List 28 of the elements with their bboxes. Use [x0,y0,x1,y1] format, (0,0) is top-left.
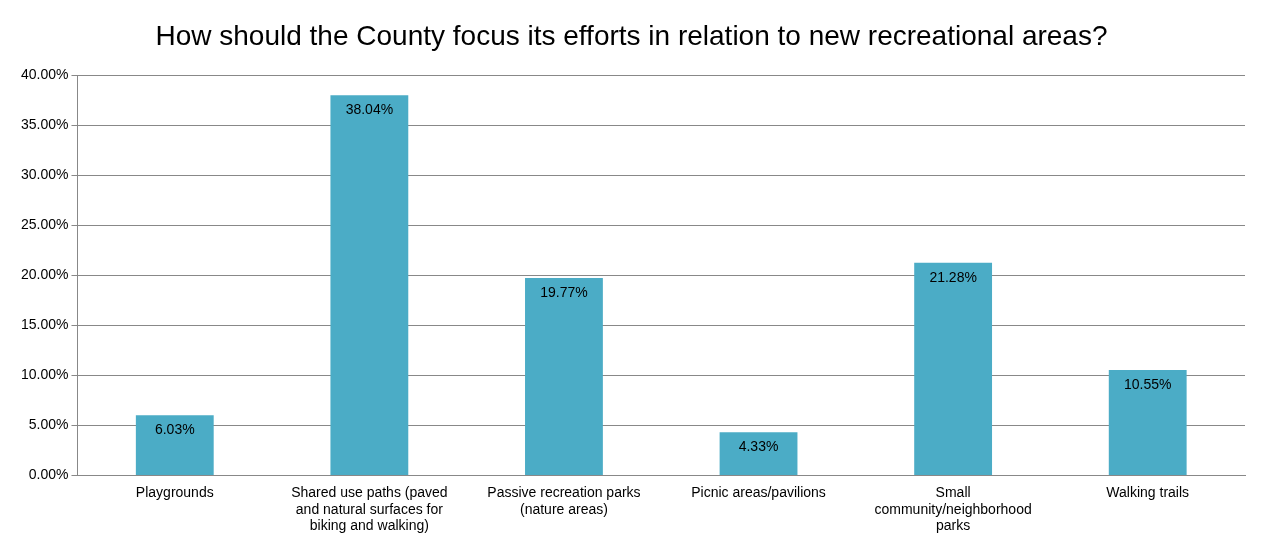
y-tick-label: 25.00% [21,216,69,233]
y-tick-label: 30.00% [21,166,69,183]
y-tick-label: 15.00% [21,316,69,333]
y-tick-label: 35.00% [21,116,69,133]
y-tick-label: 5.00% [28,416,69,433]
x-tick-label: Playgrounds [135,483,214,500]
data-label: 10.55% [1123,375,1172,392]
x-tick-label: Passive recreation parks (nature areas) [487,483,641,517]
bar [135,415,214,476]
y-tick-label: 20.00% [21,266,69,283]
chart-title: How should the County focus its efforts in relation to new recreational areas? [155,19,1108,51]
x-tick-label: Small community/neighborhood parks [874,483,1032,534]
data-label: 6.03% [154,421,195,438]
bar [1108,370,1187,476]
bar [330,95,409,476]
data-label: 19.77% [540,283,588,300]
x-tick-label: Picnic areas/pavilions [691,483,826,500]
data-label: 21.28% [929,268,977,285]
data-label: 4.33% [738,438,779,455]
x-tick-label: Walking trails [1106,483,1190,500]
x-tick-label: Shared use paths (paved and natural surfaces for biking and walking) [291,483,448,534]
y-tick-label: 10.00% [21,366,69,383]
y-tick-label: 40.00% [21,66,69,83]
data-label: 38.04% [345,101,394,118]
bar [525,277,603,476]
y-tick-label: 0.00% [28,466,69,483]
bar [914,262,993,476]
bar [719,432,798,476]
